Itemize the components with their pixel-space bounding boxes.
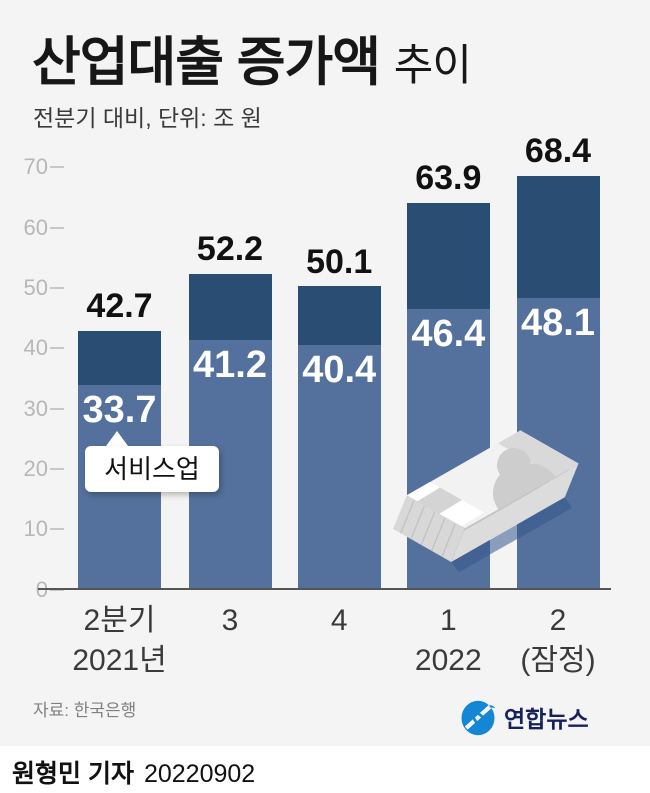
svg-text:연합뉴스: 연합뉴스 [504,706,589,732]
